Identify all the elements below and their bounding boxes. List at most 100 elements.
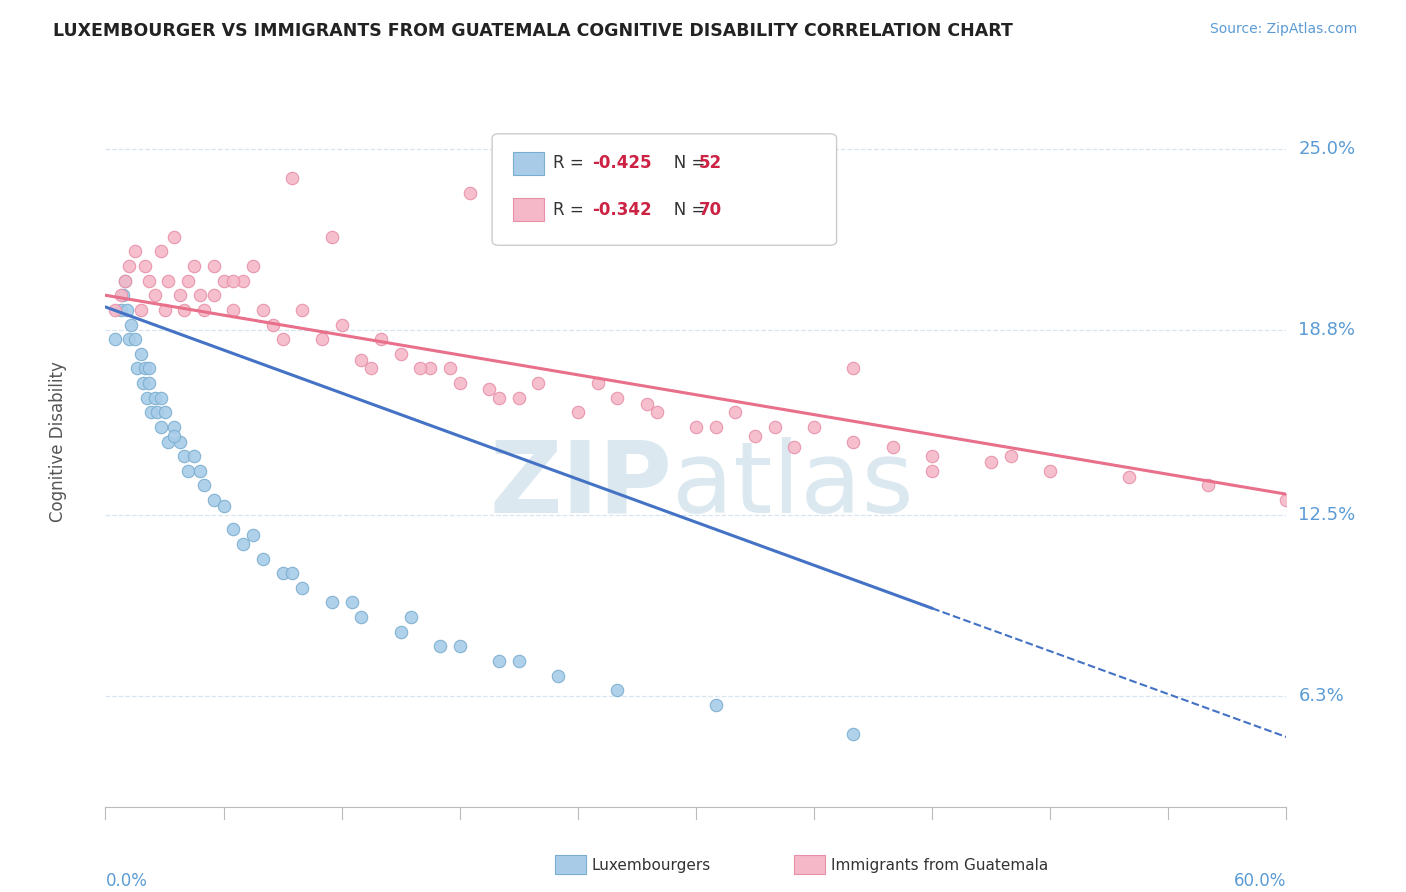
Point <box>132 376 155 390</box>
Text: R =: R = <box>553 201 589 219</box>
Point <box>586 376 609 390</box>
Point <box>704 698 727 712</box>
Point <box>124 332 146 346</box>
Point <box>921 449 943 463</box>
Point <box>212 274 235 288</box>
Point <box>232 537 254 551</box>
Text: Immigrants from Guatemala: Immigrants from Guatemala <box>831 858 1049 872</box>
Point <box>744 428 766 442</box>
Point <box>645 405 668 419</box>
Text: Source: ZipAtlas.com: Source: ZipAtlas.com <box>1209 22 1357 37</box>
Point <box>242 259 264 273</box>
Point <box>120 318 142 332</box>
Point <box>202 493 225 508</box>
Point <box>112 288 135 302</box>
Point <box>143 288 166 302</box>
Text: 70: 70 <box>699 201 721 219</box>
Point <box>439 361 461 376</box>
Point <box>783 441 806 455</box>
Point <box>1000 449 1022 463</box>
Point <box>527 376 550 390</box>
Point <box>118 332 141 346</box>
Point <box>281 171 304 186</box>
Point <box>547 668 569 682</box>
Point <box>311 332 333 346</box>
Text: R =: R = <box>553 154 589 172</box>
Point <box>222 302 245 317</box>
Point <box>163 420 186 434</box>
Point <box>104 302 127 317</box>
Point <box>271 332 294 346</box>
Point <box>488 654 510 668</box>
Point <box>330 318 353 332</box>
Point <box>842 727 865 741</box>
Point <box>399 610 422 624</box>
Point <box>143 391 166 405</box>
Point <box>429 640 451 654</box>
Point <box>183 259 205 273</box>
Point <box>291 581 314 595</box>
Point <box>149 420 172 434</box>
Point <box>606 683 628 698</box>
Point <box>153 302 176 317</box>
Point <box>232 274 254 288</box>
Point <box>567 405 589 419</box>
Point <box>321 595 343 609</box>
Point <box>104 332 127 346</box>
Point <box>134 259 156 273</box>
Point <box>188 464 211 478</box>
Point <box>1197 478 1219 492</box>
Point <box>419 361 441 376</box>
Point <box>488 391 510 405</box>
Point <box>508 391 530 405</box>
Point <box>1039 464 1062 478</box>
Point <box>842 361 865 376</box>
Point <box>1118 469 1140 483</box>
Point <box>169 288 191 302</box>
Point <box>685 420 707 434</box>
Point <box>134 361 156 376</box>
Point <box>242 528 264 542</box>
Point <box>222 274 245 288</box>
Text: ZIP: ZIP <box>489 437 672 534</box>
Point <box>350 610 373 624</box>
Point <box>370 332 392 346</box>
Text: Cognitive Disability: Cognitive Disability <box>49 361 67 522</box>
Text: 0.0%: 0.0% <box>105 871 148 889</box>
Text: 18.8%: 18.8% <box>1298 321 1355 339</box>
Text: 52: 52 <box>699 154 721 172</box>
Text: 12.5%: 12.5% <box>1298 506 1355 524</box>
Point <box>763 420 786 434</box>
Point <box>149 244 172 259</box>
Point <box>129 347 152 361</box>
Point <box>271 566 294 581</box>
Point <box>478 382 501 396</box>
Point <box>177 274 200 288</box>
Point <box>842 434 865 449</box>
Point <box>114 274 136 288</box>
Point <box>704 420 727 434</box>
Point <box>193 478 215 492</box>
Point <box>138 361 160 376</box>
Point <box>118 259 141 273</box>
Text: -0.425: -0.425 <box>592 154 651 172</box>
Point <box>110 288 132 302</box>
Point <box>606 391 628 405</box>
Text: 25.0%: 25.0% <box>1298 140 1355 158</box>
Point <box>183 449 205 463</box>
Point <box>252 302 274 317</box>
Point <box>202 288 225 302</box>
Point <box>449 640 471 654</box>
Point <box>281 566 304 581</box>
Point <box>980 455 1002 469</box>
Point <box>110 302 132 317</box>
Point <box>202 259 225 273</box>
Point <box>449 376 471 390</box>
Point <box>173 449 195 463</box>
Point <box>724 405 747 419</box>
Point <box>458 186 481 200</box>
Point <box>163 229 186 244</box>
Point <box>321 229 343 244</box>
Point <box>138 274 160 288</box>
Point <box>212 499 235 513</box>
